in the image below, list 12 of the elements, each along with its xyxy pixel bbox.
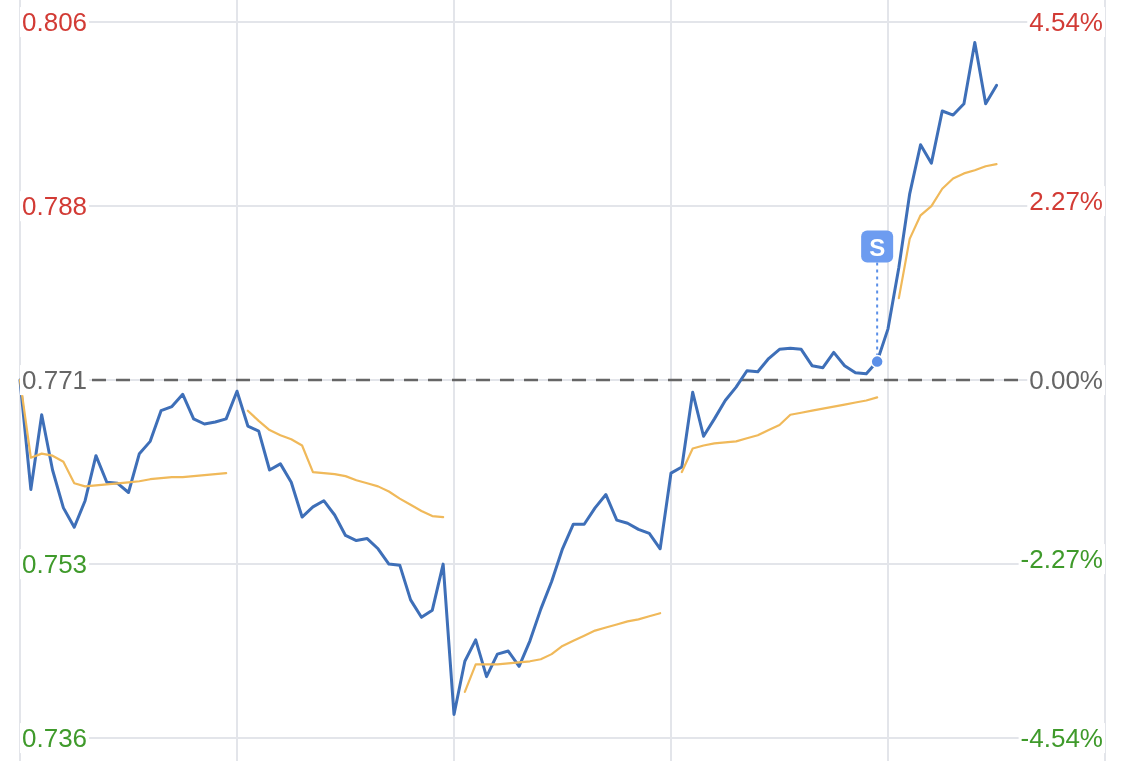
y-tick-label: 0.806 [22, 7, 88, 38]
y2-tick-label: 2.27% [1029, 186, 1103, 217]
y-tick-label: 0.788 [22, 191, 88, 222]
line-series [18, 40, 998, 716]
y2-tick-label: -4.54% [1020, 723, 1103, 754]
y-tick-label: 0.771 [22, 365, 88, 396]
y2-tick-label: -2.27% [1020, 544, 1103, 575]
y-tick-label: 0.753 [22, 549, 88, 580]
y-tick-label: 0.736 [22, 723, 88, 754]
annotation: S [869, 233, 886, 261]
y2-tick-label: 0.00% [1029, 365, 1103, 396]
y2-tick-label: 4.54% [1029, 7, 1103, 38]
